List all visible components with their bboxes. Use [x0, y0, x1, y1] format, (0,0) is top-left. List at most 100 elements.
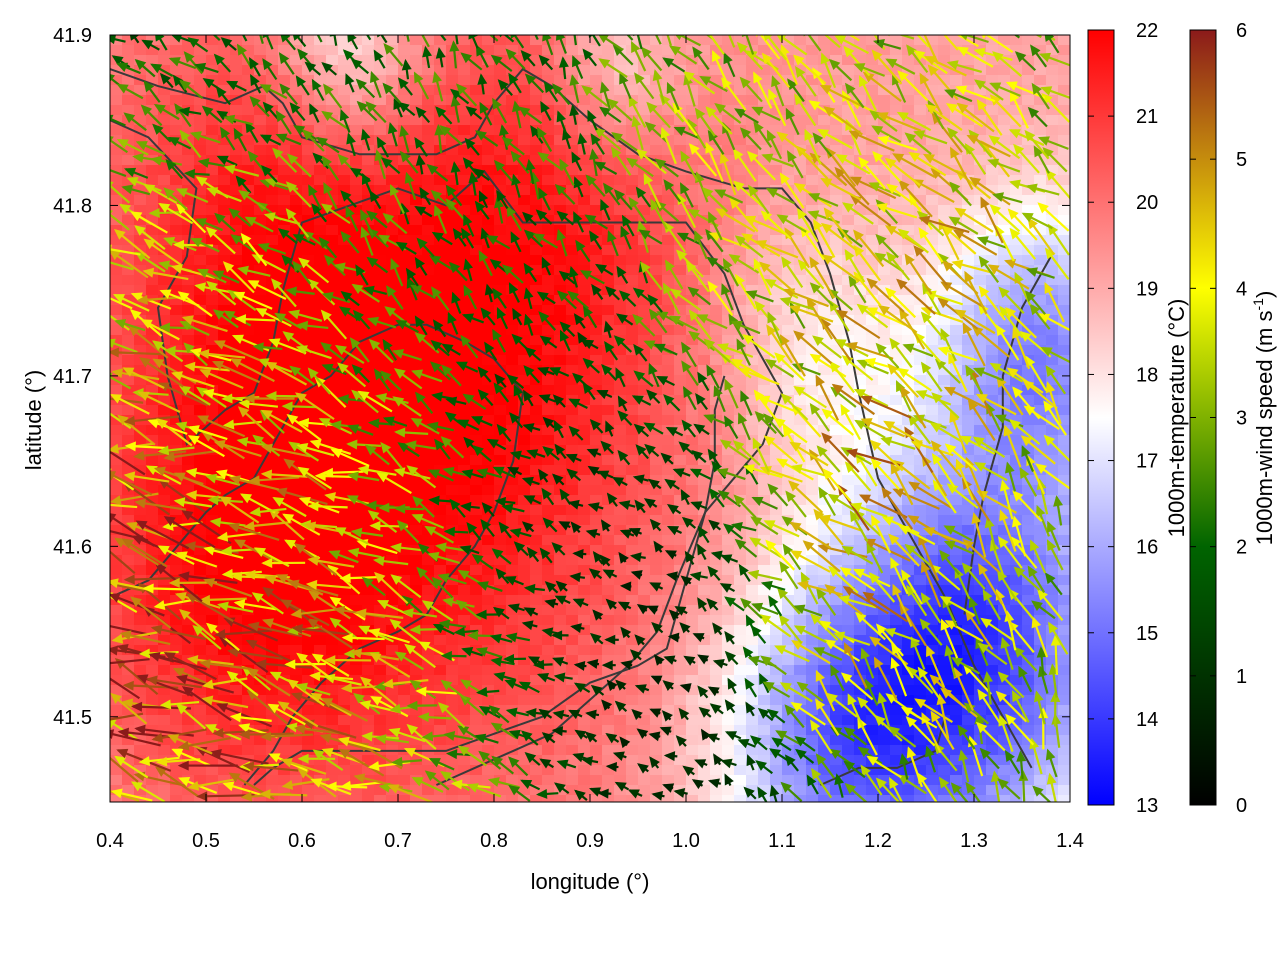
heat-cell — [134, 65, 147, 76]
heat-cell — [530, 225, 543, 236]
heat-cell — [758, 595, 771, 606]
heat-cell — [854, 605, 867, 616]
heat-cell — [530, 135, 543, 146]
heat-cell — [290, 465, 303, 476]
heat-cell — [566, 385, 579, 396]
heat-cell — [566, 255, 579, 266]
heat-cell — [722, 385, 735, 396]
heat-cell — [566, 625, 579, 636]
heat-cell — [998, 215, 1011, 226]
heat-cell — [770, 55, 783, 66]
heat-cell — [338, 75, 351, 86]
heat-cell — [938, 305, 951, 316]
heat-cell — [290, 65, 303, 76]
heat-cell — [758, 165, 771, 176]
heat-cell — [938, 355, 951, 366]
heat-cell — [878, 555, 891, 566]
heat-cell — [554, 295, 567, 306]
heat-cell — [218, 525, 231, 536]
heat-cell — [938, 535, 951, 546]
heat-cell — [770, 115, 783, 126]
heat-cell — [362, 315, 375, 326]
heat-cell — [458, 425, 471, 436]
heat-cell — [146, 325, 159, 336]
heat-cell — [410, 185, 423, 196]
heat-cell — [686, 635, 699, 646]
heat-cell — [578, 515, 591, 526]
heat-cell — [470, 565, 483, 576]
heat-cell — [1058, 125, 1070, 136]
heat-cell — [146, 205, 159, 216]
heat-cell — [542, 305, 555, 316]
heat-cell — [374, 535, 387, 546]
heat-cell — [386, 65, 399, 76]
heat-cell — [686, 595, 699, 606]
heat-cell — [854, 125, 867, 136]
heat-cell — [206, 215, 219, 226]
heat-cell — [854, 165, 867, 176]
heat-cell — [302, 335, 315, 346]
heat-cell — [950, 35, 963, 46]
heat-cell — [602, 505, 615, 516]
heat-cell — [230, 55, 243, 66]
heat-cell — [974, 205, 987, 216]
heat-cell — [146, 615, 159, 626]
heat-cell — [590, 45, 603, 56]
heat-cell — [362, 205, 375, 216]
heat-cell — [638, 545, 651, 556]
heat-cell — [1046, 135, 1059, 146]
heat-cell — [158, 385, 171, 396]
heat-cell — [302, 545, 315, 556]
heat-cell — [554, 225, 567, 236]
heat-cell — [662, 435, 675, 446]
heat-cell — [806, 315, 819, 326]
heat-cell — [818, 45, 831, 56]
heat-cell — [734, 585, 747, 596]
heat-cell — [806, 105, 819, 116]
heat-cell — [818, 555, 831, 566]
heat-cell — [638, 305, 651, 316]
heat-cell — [866, 35, 879, 46]
heat-cell — [482, 485, 495, 496]
heat-cell — [350, 195, 363, 206]
heat-cell — [518, 535, 531, 546]
heat-cell — [938, 75, 951, 86]
heat-cell — [830, 395, 843, 406]
heat-cell — [302, 265, 315, 276]
heat-cell — [830, 325, 843, 336]
heat-cell — [242, 305, 255, 316]
heat-cell — [218, 295, 231, 306]
heat-cell — [374, 485, 387, 496]
heat-cell — [758, 565, 771, 576]
heat-cell — [614, 465, 627, 476]
heat-cell — [614, 35, 627, 46]
heat-cell — [458, 35, 471, 46]
heat-cell — [890, 325, 903, 336]
heat-cell — [890, 155, 903, 166]
heat-cell — [1010, 405, 1023, 416]
heat-cell — [794, 105, 807, 116]
heat-cell — [746, 445, 759, 456]
heat-cell — [686, 525, 699, 536]
heat-cell — [866, 315, 879, 326]
heat-cell — [206, 305, 219, 316]
heat-cell — [410, 515, 423, 526]
heat-cell — [326, 215, 339, 226]
heat-cell — [254, 75, 267, 86]
heat-cell — [458, 485, 471, 496]
heat-cell — [1010, 315, 1023, 326]
heat-cell — [962, 235, 975, 246]
heat-cell — [542, 205, 555, 216]
heat-cell — [866, 205, 879, 216]
heat-cell — [998, 335, 1011, 346]
heat-cell — [674, 225, 687, 236]
heat-cell — [926, 515, 939, 526]
heat-cell — [506, 425, 519, 436]
heat-cell — [626, 65, 639, 76]
heat-cell — [878, 75, 891, 86]
heat-cell — [830, 35, 843, 46]
heat-cell — [1046, 185, 1059, 196]
heat-cell — [950, 265, 963, 276]
heat-cell — [578, 585, 591, 596]
heat-cell — [818, 335, 831, 346]
